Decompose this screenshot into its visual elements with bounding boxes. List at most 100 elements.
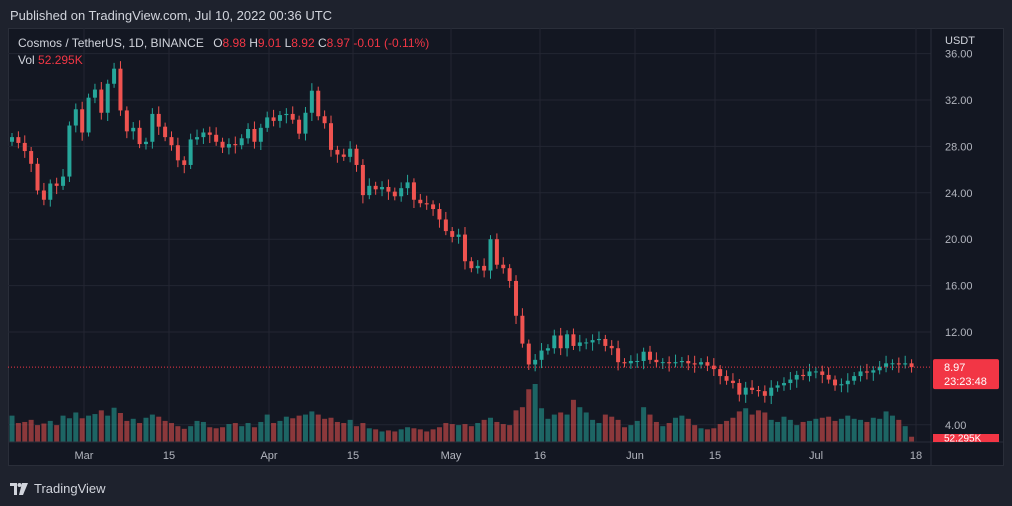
candle-body[interactable] [871,370,876,373]
candle-body[interactable] [514,280,519,316]
candle-body[interactable] [769,387,774,396]
candle-body[interactable] [150,113,155,142]
candle-body[interactable] [22,142,27,152]
candle-body[interactable] [322,116,327,124]
candle-body[interactable] [507,268,512,281]
candle-body[interactable] [373,185,378,190]
candle-body[interactable] [667,362,672,364]
candle-body[interactable] [609,345,614,349]
candle-body[interactable] [48,183,53,200]
candle-body[interactable] [896,363,901,365]
candle-body[interactable] [622,362,627,364]
price-chart[interactable]: USDT 36.00 32.00 28.00 24.00 20.00 16.00 12.00… [8,28,1004,466]
candle-body[interactable] [392,191,397,197]
candle-body[interactable] [195,137,200,140]
symbol-title[interactable]: Cosmos / TetherUS, 1D, BINANCE [18,36,204,50]
candle-body[interactable] [565,334,570,349]
candle-body[interactable] [494,239,499,265]
candle-body[interactable] [156,113,161,127]
candle-body[interactable] [909,363,914,368]
price-axis[interactable]: USDT 36.00 32.00 28.00 24.00 20.00 16.00 12.00… [945,35,975,432]
candle-body[interactable] [545,348,550,351]
candle-body[interactable] [488,239,493,271]
candle-body[interactable] [539,350,544,360]
candle-body[interactable] [73,109,78,126]
candle-body[interactable] [137,127,142,145]
candle-body[interactable] [903,363,908,365]
candle-body[interactable] [239,138,244,146]
candle-body[interactable] [316,90,321,117]
candle-body[interactable] [533,359,538,365]
candle-body[interactable] [718,369,723,377]
candle-body[interactable] [807,371,812,377]
candle-body[interactable] [207,132,212,135]
candle-body[interactable] [673,362,678,364]
candle-body[interactable] [724,376,729,381]
candle-body[interactable] [424,203,429,205]
candle-body[interactable] [214,134,219,142]
candle-body[interactable] [61,176,66,186]
candle-body[interactable] [246,129,251,139]
candle-body[interactable] [699,362,704,365]
candle-body[interactable] [590,340,595,343]
candle-body[interactable] [845,380,850,385]
candle-body[interactable] [450,231,455,237]
candle-body[interactable] [169,137,174,146]
candle-body[interactable] [839,384,844,386]
candle-body[interactable] [788,379,793,384]
candle-body[interactable] [309,90,314,113]
candle-body[interactable] [813,371,818,373]
candle-body[interactable] [482,265,487,271]
candle-body[interactable] [660,362,665,364]
candle-body[interactable] [41,190,46,200]
candle-body[interactable] [852,376,857,381]
candle-body[interactable] [462,234,467,262]
candle-body[interactable] [175,145,180,161]
candle-body[interactable] [679,361,684,363]
candle-body[interactable] [277,115,282,121]
candle-body[interactable] [762,391,767,396]
candle-body[interactable] [775,385,780,388]
candle-body[interactable] [99,89,104,113]
candle-body[interactable] [692,363,697,365]
candle-body[interactable] [163,126,168,138]
candle-body[interactable] [348,148,353,157]
candle-body[interactable] [386,187,391,192]
candle-body[interactable] [584,342,589,344]
candle-body[interactable] [877,366,882,371]
candle-body[interactable] [405,182,410,189]
candle-body[interactable] [118,68,123,111]
candle-body[interactable] [475,265,480,269]
candle-body[interactable] [437,209,442,220]
candle-body[interactable] [635,361,640,362]
candle-body[interactable] [335,149,340,155]
candle-body[interactable] [794,374,799,380]
candle-body[interactable] [220,141,225,148]
candle-body[interactable] [329,123,333,150]
candle-body[interactable] [284,113,289,116]
candle-body[interactable] [890,363,895,365]
candle-body[interactable] [443,219,448,232]
candle-body[interactable] [858,371,863,377]
candle-body[interactable] [380,187,385,190]
candle-body[interactable] [35,163,40,191]
candle-body[interactable] [756,390,761,392]
candle-body[interactable] [864,371,869,373]
candle-body[interactable] [801,374,806,377]
candle-body[interactable] [67,125,72,177]
candle-body[interactable] [143,141,148,145]
candle-body[interactable] [826,374,831,380]
candle-body[interactable] [558,335,563,349]
candle-body[interactable] [571,334,576,346]
candle-body[interactable] [654,359,659,363]
candle-body[interactable] [92,89,97,98]
candle-body[interactable] [124,110,129,132]
candle-body[interactable] [596,338,601,341]
candle-body[interactable] [781,383,786,386]
candle-body[interactable] [469,261,474,269]
candle-body[interactable] [737,383,742,395]
chart-panel[interactable] [8,28,1004,466]
candle-body[interactable] [233,144,238,146]
candle-body[interactable] [526,343,531,365]
candle-body[interactable] [354,148,359,165]
